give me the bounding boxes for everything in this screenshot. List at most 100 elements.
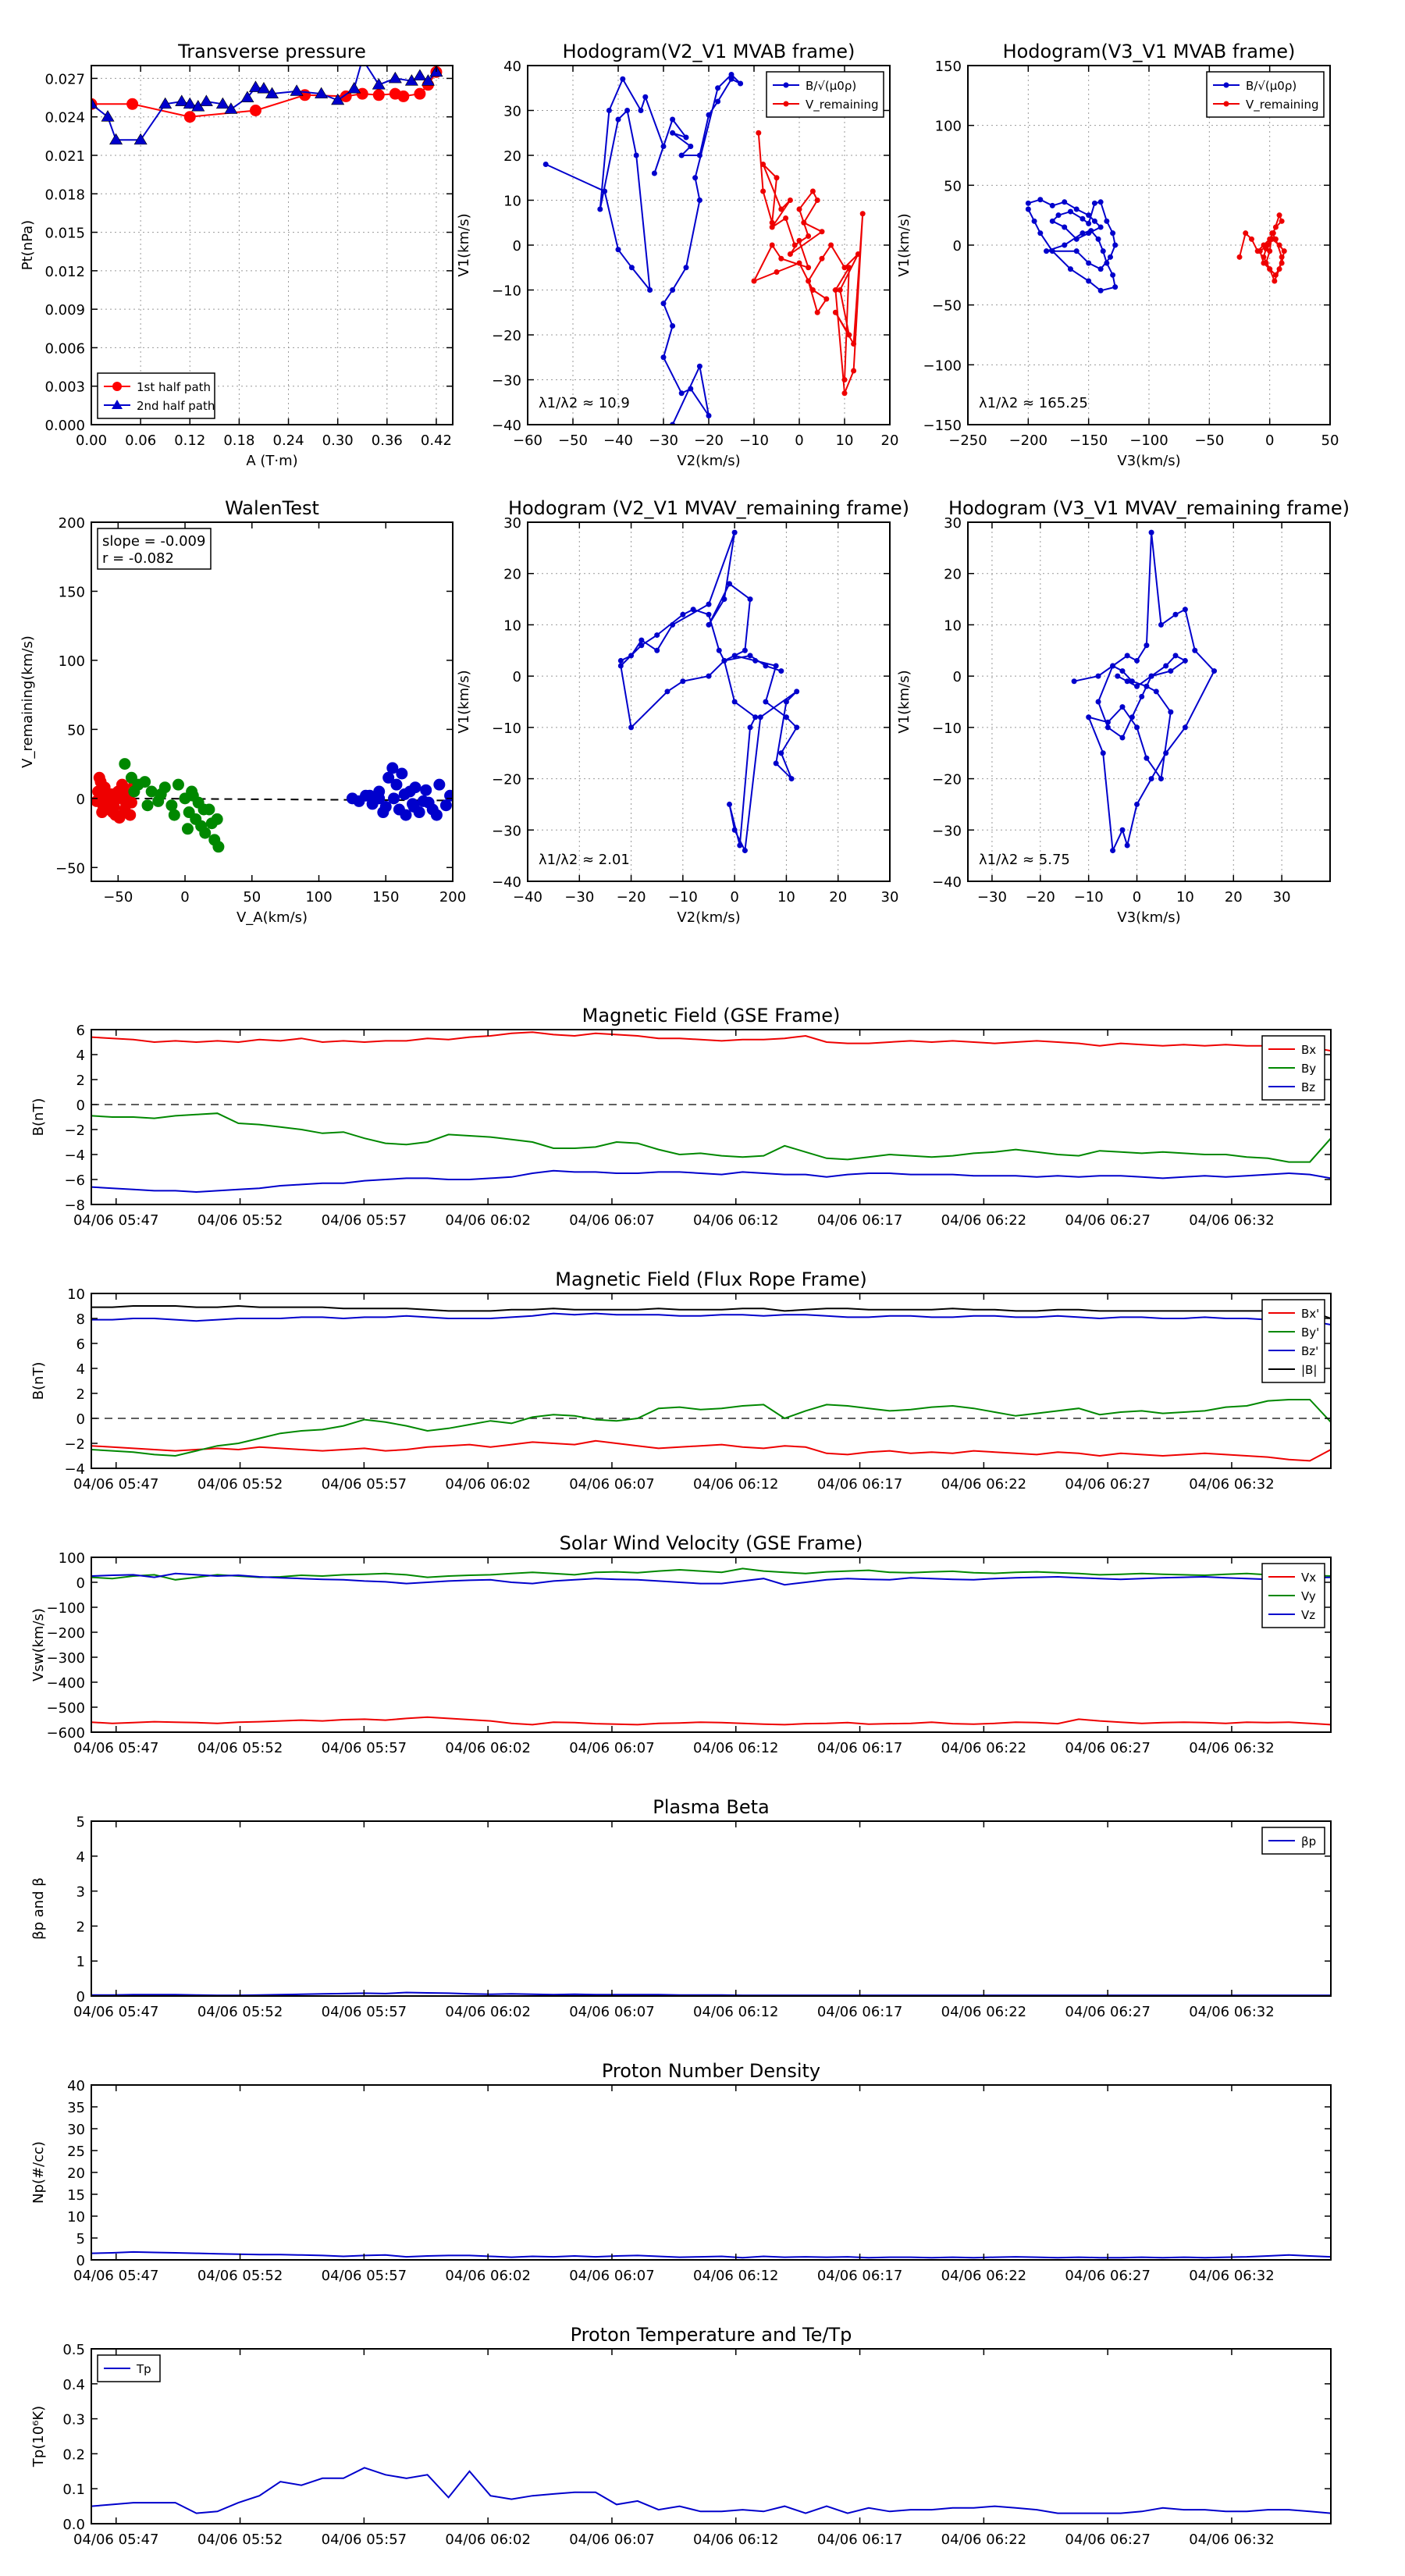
data-layer bbox=[91, 1304, 1331, 1462]
data-point bbox=[597, 206, 603, 212]
data-point bbox=[747, 653, 753, 659]
series-line bbox=[91, 66, 437, 141]
legend-marker bbox=[1223, 101, 1229, 107]
data-point bbox=[1086, 714, 1092, 720]
x-tick-label: 04/06 06:27 bbox=[1065, 1740, 1150, 1756]
data-point bbox=[1071, 678, 1077, 685]
data-point bbox=[108, 800, 120, 813]
data-point bbox=[400, 809, 412, 821]
y-tick-label: 0.2 bbox=[62, 2446, 85, 2463]
y-tick-label: 0 bbox=[76, 1575, 85, 1592]
data-point bbox=[1086, 260, 1092, 266]
legend-label: V_remaining bbox=[1246, 98, 1319, 112]
legend-label: Vx bbox=[1301, 1571, 1316, 1585]
data-point bbox=[742, 848, 748, 854]
data-point bbox=[727, 801, 733, 807]
legend-label: Vy bbox=[1301, 1589, 1316, 1603]
data-point bbox=[690, 607, 696, 613]
data-point bbox=[1031, 218, 1037, 224]
data-point bbox=[1119, 735, 1126, 741]
data-point bbox=[787, 197, 793, 203]
data-point bbox=[257, 81, 271, 94]
y-tick-label: −20 bbox=[932, 772, 962, 788]
data-layer bbox=[91, 2250, 1331, 2259]
data-point bbox=[615, 247, 621, 253]
data-point bbox=[778, 255, 784, 262]
data-point bbox=[1272, 272, 1279, 278]
data-point bbox=[1080, 230, 1086, 237]
x-tick-label: 04/06 05:57 bbox=[322, 2268, 407, 2284]
x-tick-label: −50 bbox=[1194, 432, 1224, 449]
x-tick-label: 0 bbox=[730, 889, 738, 906]
data-point bbox=[1110, 848, 1116, 854]
y-tick-label: 6 bbox=[76, 1023, 85, 1039]
x-tick-label: 04/06 06:02 bbox=[445, 2532, 530, 2548]
series--p bbox=[91, 1991, 1331, 1996]
y-axis-label: B(nT) bbox=[30, 1362, 47, 1400]
x-tick-label: 0.18 bbox=[223, 432, 254, 449]
x-tick-label: −200 bbox=[1009, 432, 1048, 449]
x-tick-label: 04/06 06:32 bbox=[1189, 2004, 1274, 2020]
plot-frame bbox=[91, 2084, 1332, 2261]
data-point bbox=[841, 390, 848, 397]
plot-frame bbox=[91, 1029, 1332, 1205]
y-tick-label: −10 bbox=[492, 720, 521, 737]
x-tick-label: −10 bbox=[739, 432, 769, 449]
data-point bbox=[1104, 260, 1110, 266]
x-tick-label: 04/06 05:57 bbox=[322, 2004, 407, 2020]
data-point bbox=[187, 789, 199, 802]
data-layer bbox=[542, 72, 866, 425]
data-point bbox=[1025, 200, 1031, 206]
x-tick-label: 04/06 05:57 bbox=[322, 2532, 407, 2548]
data-layer bbox=[91, 66, 443, 145]
x-tick-label: 04/06 06:17 bbox=[817, 2004, 902, 2020]
data-point bbox=[823, 296, 830, 302]
series-line bbox=[545, 73, 742, 425]
data-point bbox=[773, 663, 779, 669]
x-tick-label: 04/06 06:27 bbox=[1065, 2532, 1150, 2548]
data-point bbox=[388, 792, 400, 805]
x-tick-label: 04/06 06:02 bbox=[445, 2004, 530, 2020]
data-point bbox=[796, 260, 802, 266]
series-v-remaining bbox=[1236, 212, 1287, 284]
y-tick-label: 0.000 bbox=[44, 418, 85, 434]
data-point bbox=[1110, 230, 1116, 237]
data-point bbox=[778, 750, 784, 756]
data-point bbox=[1044, 248, 1050, 254]
data-point bbox=[846, 265, 852, 271]
data-point bbox=[828, 242, 834, 248]
data-point bbox=[806, 233, 812, 239]
data-point bbox=[124, 809, 137, 821]
series-line bbox=[91, 1312, 1331, 1325]
y-axis-label: V1(km/s) bbox=[896, 670, 912, 733]
data-point bbox=[1124, 653, 1130, 659]
y-tick-label: −100 bbox=[47, 1600, 85, 1617]
data-point bbox=[1062, 224, 1068, 230]
axis-ticks: 0 5 10 15 20 25 30 35 40 04/06 05:47 04/06 05:52 04… bbox=[67, 2078, 1331, 2284]
chart-title: Magnetic Field (Flux Rope Frame) bbox=[555, 1268, 866, 1290]
data-point bbox=[654, 647, 660, 653]
x-tick-label: 04/06 06:12 bbox=[693, 1740, 778, 1756]
x-tick-label: −50 bbox=[103, 889, 133, 906]
data-point bbox=[660, 354, 667, 361]
data-point bbox=[1144, 642, 1150, 649]
x-tick-label: 04/06 06:32 bbox=[1189, 1740, 1274, 1756]
data-point bbox=[388, 71, 402, 84]
data-point bbox=[1168, 709, 1174, 715]
chart-title: Plasma Beta bbox=[653, 1796, 769, 1818]
x-tick-label: −100 bbox=[1129, 432, 1168, 449]
data-point bbox=[654, 632, 660, 639]
data-point bbox=[224, 102, 238, 114]
legend-marker bbox=[783, 82, 789, 88]
x-tick-label: 04/06 05:57 bbox=[322, 1476, 407, 1493]
data-point bbox=[1104, 719, 1111, 725]
data-point bbox=[1279, 260, 1285, 266]
x-tick-label: −40 bbox=[603, 432, 633, 449]
x-tick-label: 10 bbox=[836, 432, 854, 449]
data-point bbox=[664, 688, 670, 695]
series-1st-half-path bbox=[91, 66, 443, 123]
data-point bbox=[851, 368, 857, 374]
data-point bbox=[372, 78, 386, 90]
series-line bbox=[91, 1031, 1331, 1052]
